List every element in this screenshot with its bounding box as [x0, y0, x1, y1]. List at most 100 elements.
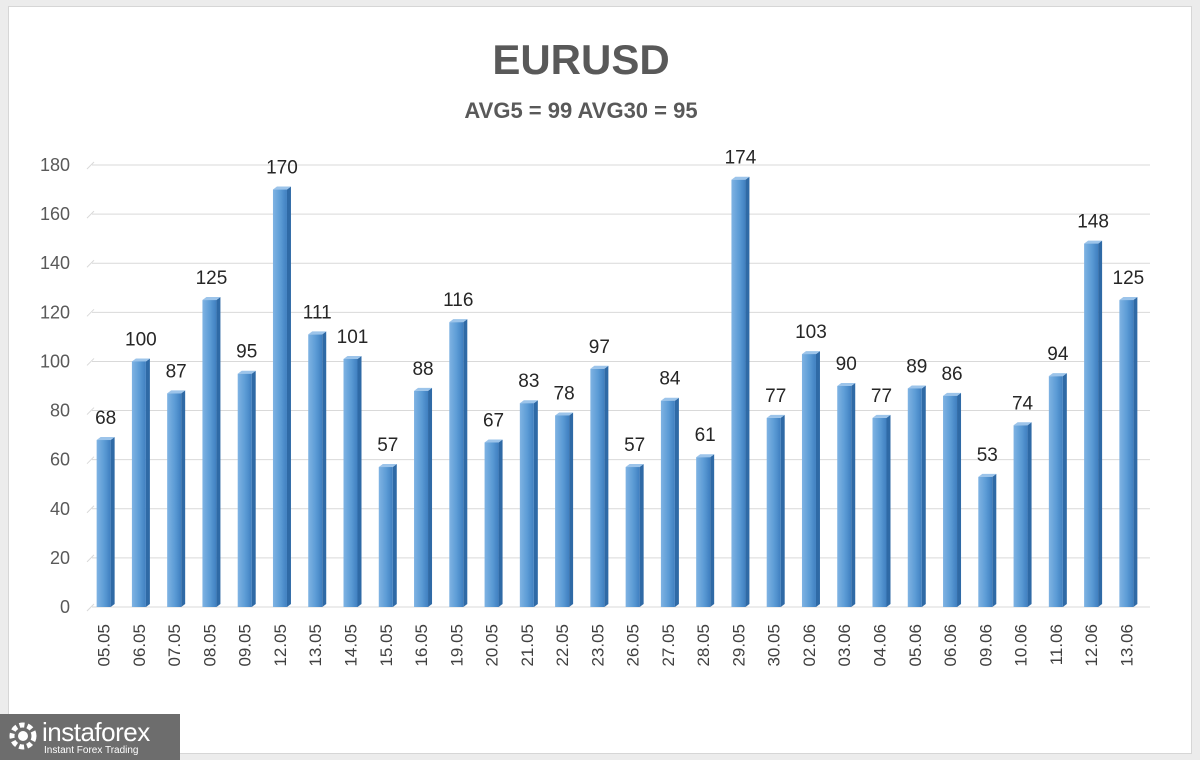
y-tick-label: 140 — [40, 253, 70, 273]
x-tick-label: 10.06 — [1012, 624, 1031, 667]
x-tick-label: 08.05 — [200, 624, 219, 667]
bar-top — [731, 176, 750, 180]
bar-top — [766, 414, 785, 418]
data-label: 86 — [941, 364, 962, 385]
data-label: 148 — [1077, 212, 1109, 233]
x-tick-label: 30.05 — [765, 624, 784, 667]
bar-top — [660, 397, 679, 401]
bar-side — [780, 414, 785, 607]
x-tick-label: 13.05 — [306, 624, 325, 667]
bar-side — [286, 186, 291, 608]
bar-side — [886, 414, 891, 607]
data-label: 100 — [125, 329, 157, 350]
bar-top — [449, 319, 468, 323]
grid-line-3d-edge — [86, 210, 95, 219]
bar — [1084, 243, 1099, 608]
data-label: 111 — [303, 302, 332, 323]
bar — [378, 467, 393, 607]
x-tick-label: 12.05 — [271, 624, 290, 667]
bar-side — [251, 370, 256, 607]
x-tick-label: 19.05 — [447, 624, 466, 667]
data-label: 94 — [1047, 344, 1069, 365]
data-label: 84 — [659, 369, 681, 390]
x-tick-label: 09.06 — [976, 624, 995, 667]
bar-top — [1084, 240, 1103, 244]
bar-side — [992, 473, 997, 607]
x-tick-label: 21.05 — [518, 624, 537, 667]
bar-side — [1027, 422, 1032, 607]
data-label: 103 — [795, 322, 827, 343]
bar-side — [674, 397, 679, 607]
x-tick-label: 09.05 — [236, 624, 255, 667]
x-tick-label: 27.05 — [659, 624, 678, 667]
x-tick-label: 26.05 — [624, 624, 643, 667]
bar-side — [815, 351, 820, 607]
bar — [907, 388, 922, 607]
bar — [1013, 425, 1028, 607]
bar-top — [978, 473, 997, 477]
bar — [519, 403, 534, 607]
bar — [414, 390, 429, 607]
bar-top — [837, 383, 856, 386]
bar-top — [237, 370, 256, 374]
bars — [96, 176, 1138, 608]
x-tick-label: 23.05 — [588, 624, 607, 667]
bar-top — [378, 464, 397, 468]
grid-line-3d-edge — [86, 161, 95, 170]
bar-side — [921, 385, 926, 607]
bar — [484, 442, 499, 607]
grid-line-3d-edge — [86, 456, 95, 465]
x-tick-label: 07.05 — [165, 624, 184, 667]
x-tick-label: 22.05 — [553, 624, 572, 667]
bar — [731, 179, 746, 607]
data-label: 77 — [765, 386, 786, 407]
grid-line-3d-edge — [86, 554, 95, 563]
data-label: 174 — [725, 148, 757, 169]
bar-top — [96, 437, 115, 441]
data-label: 57 — [624, 435, 645, 456]
bar — [131, 361, 146, 607]
bar-side — [498, 439, 503, 607]
bar — [343, 358, 358, 607]
x-tick-label: 29.05 — [729, 624, 748, 667]
bar-side — [569, 412, 574, 607]
bar — [837, 386, 852, 607]
y-tick-label: 160 — [40, 204, 70, 224]
x-tick-label: 05.05 — [95, 624, 114, 667]
bar-top — [590, 365, 609, 369]
x-tick-label: 06.06 — [941, 624, 960, 667]
bar — [96, 440, 111, 607]
y-tick-label: 180 — [40, 155, 70, 175]
y-tick-label: 120 — [40, 302, 70, 322]
bar — [449, 322, 464, 607]
data-label: 83 — [518, 371, 539, 392]
bar-top — [202, 297, 221, 301]
bar-top — [943, 392, 962, 396]
bar-side — [145, 358, 150, 607]
data-label: 77 — [871, 386, 892, 407]
bar — [943, 395, 958, 607]
bar-top — [414, 387, 433, 391]
bar — [1048, 376, 1063, 607]
y-axis-ticks: 0 20 40 60 80 100 120 140 160 180 — [40, 155, 70, 617]
bar-top — [1119, 297, 1138, 301]
bar — [625, 467, 640, 607]
x-tick-label: 03.06 — [835, 624, 854, 667]
bar — [237, 373, 252, 607]
bar-side — [710, 454, 715, 607]
x-tick-label: 05.06 — [906, 624, 925, 667]
bar — [202, 300, 217, 607]
bar-side — [604, 365, 609, 607]
bar-side — [1098, 240, 1103, 608]
y-tick-label: 40 — [50, 499, 70, 519]
instaforex-watermark: instaforex Instant Forex Trading — [0, 714, 180, 760]
bar — [308, 334, 323, 607]
bar-top — [272, 186, 291, 190]
chart-title: EURUSD — [492, 36, 670, 83]
grid-line-3d-edge — [86, 603, 95, 612]
chart-subtitle: AVG5 = 99 AVG30 = 95 — [464, 98, 698, 123]
bar — [696, 457, 711, 607]
data-label: 74 — [1012, 393, 1034, 414]
